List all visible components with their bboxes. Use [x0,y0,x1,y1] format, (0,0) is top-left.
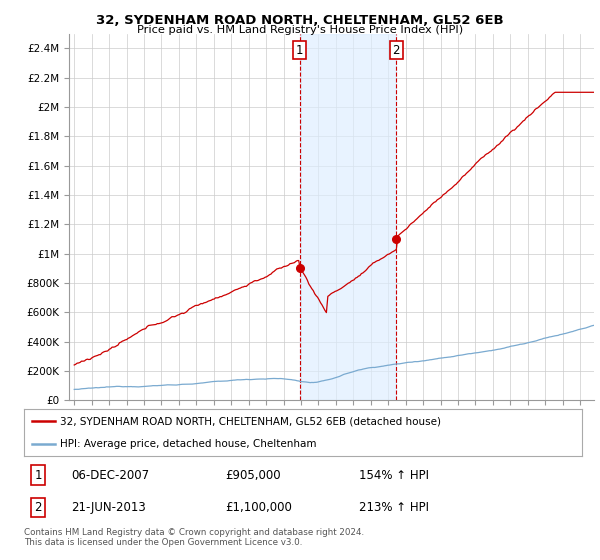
Text: HPI: Average price, detached house, Cheltenham: HPI: Average price, detached house, Chel… [60,439,317,449]
Text: Price paid vs. HM Land Registry's House Price Index (HPI): Price paid vs. HM Land Registry's House … [137,25,463,35]
Text: 06-DEC-2007: 06-DEC-2007 [71,469,149,482]
Text: 2: 2 [392,44,400,57]
Text: 154% ↑ HPI: 154% ↑ HPI [359,469,429,482]
Bar [299,34,396,400]
Text: 32, SYDENHAM ROAD NORTH, CHELTENHAM, GL52 6EB (detached house): 32, SYDENHAM ROAD NORTH, CHELTENHAM, GL5… [60,416,441,426]
Text: 32, SYDENHAM ROAD NORTH, CHELTENHAM, GL52 6EB: 32, SYDENHAM ROAD NORTH, CHELTENHAM, GL5… [96,14,504,27]
Text: 1: 1 [34,469,42,482]
Text: 1: 1 [296,44,304,57]
Text: 213% ↑ HPI: 213% ↑ HPI [359,501,429,514]
Text: 2: 2 [34,501,42,514]
Text: 21-JUN-2013: 21-JUN-2013 [71,501,146,514]
Text: £905,000: £905,000 [225,469,281,482]
Text: Contains HM Land Registry data © Crown copyright and database right 2024.
This d: Contains HM Land Registry data © Crown c… [24,528,364,547]
Text: £1,100,000: £1,100,000 [225,501,292,514]
